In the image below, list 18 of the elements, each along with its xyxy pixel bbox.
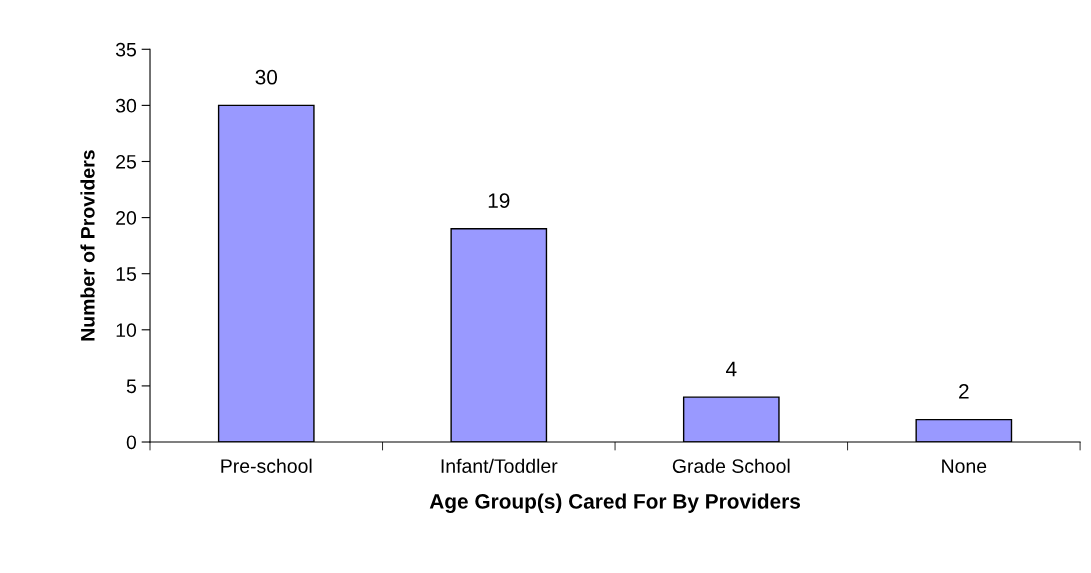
data-label: 2 [959, 384, 969, 399]
data-label: 30 [255, 69, 278, 85]
y-axis-title: Number of Providers [80, 150, 95, 341]
y-tick-label: 15 [116, 267, 136, 281]
y-tick-label: 35 [115, 42, 136, 57]
y-tick-label: 20 [116, 211, 137, 225]
x-tick-label: Grade School [672, 458, 790, 473]
data-label: 4 [726, 361, 737, 377]
x-tick-label: Pre-school [221, 458, 312, 473]
y-tick-label: 0 [126, 435, 137, 450]
y-tick-label: 10 [116, 323, 137, 338]
x-tick-label: Infant/Toddler [441, 458, 558, 473]
y-tick-label: 30 [115, 98, 137, 113]
x-axis-title: Age Group(s) Cared For By Providers [429, 493, 801, 513]
y-tick-label: 5 [126, 379, 136, 394]
y-tick-label: 25 [116, 154, 136, 169]
data-label: 19 [488, 193, 510, 209]
x-tick-label: None [942, 459, 987, 473]
